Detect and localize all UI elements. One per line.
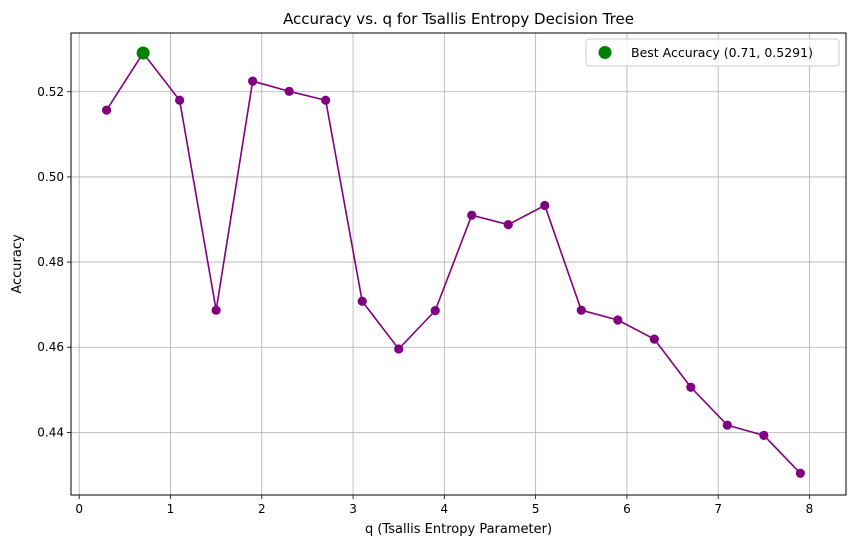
data-series [102, 46, 805, 478]
x-tick-label: 2 [258, 502, 266, 516]
x-tick-label: 6 [623, 502, 631, 516]
best-accuracy-point [136, 46, 150, 60]
data-point [503, 220, 513, 230]
data-point [175, 95, 185, 105]
x-tick-label: 3 [349, 502, 357, 516]
x-tick-label: 8 [806, 502, 814, 516]
y-tick-label: 0.48 [37, 255, 64, 269]
plot-frame [70, 32, 847, 496]
series-line [105, 51, 801, 474]
x-axis-ticks: 0 1 2 3 4 5 6 7 8 [75, 495, 813, 516]
data-point [102, 105, 112, 115]
data-point [759, 430, 769, 440]
data-point [248, 76, 258, 86]
data-point [576, 305, 586, 315]
data-point [540, 200, 550, 211]
data-point [467, 210, 477, 220]
data-point [284, 86, 294, 96]
y-axis-label: Accuracy [10, 234, 25, 294]
y-tick-label: 0.44 [37, 425, 64, 439]
chart-title: Accuracy vs. q for Tsallis Entropy Decis… [283, 10, 634, 28]
x-tick-label: 1 [167, 502, 175, 516]
legend-marker [598, 46, 612, 59]
data-point [357, 296, 367, 306]
x-tick-label: 0 [75, 502, 83, 516]
y-tick-label: 0.50 [37, 170, 64, 184]
data-point [394, 344, 404, 354]
x-tick-label: 4 [441, 502, 449, 516]
data-point [795, 468, 805, 478]
data-point [722, 420, 732, 430]
grid-lines [71, 33, 846, 495]
data-point [649, 334, 659, 344]
y-tick-label: 0.52 [37, 85, 64, 99]
x-tick-label: 5 [532, 502, 540, 516]
data-point [686, 382, 696, 392]
legend: Best Accuracy (0.71, 0.5291) [585, 38, 840, 67]
legend-label: Best Accuracy (0.71, 0.5291) [631, 45, 813, 60]
legend-box [585, 38, 840, 67]
x-tick-label: 7 [714, 502, 722, 516]
data-point [321, 95, 331, 105]
y-tick-label: 0.46 [37, 340, 64, 354]
x-axis-label: q (Tsallis Entropy Parameter) [365, 522, 552, 537]
data-point [430, 306, 440, 316]
data-point [211, 305, 221, 315]
data-point [613, 315, 623, 325]
y-axis-ticks: 0.44 0.46 0.48 0.50 0.52 [37, 85, 71, 439]
